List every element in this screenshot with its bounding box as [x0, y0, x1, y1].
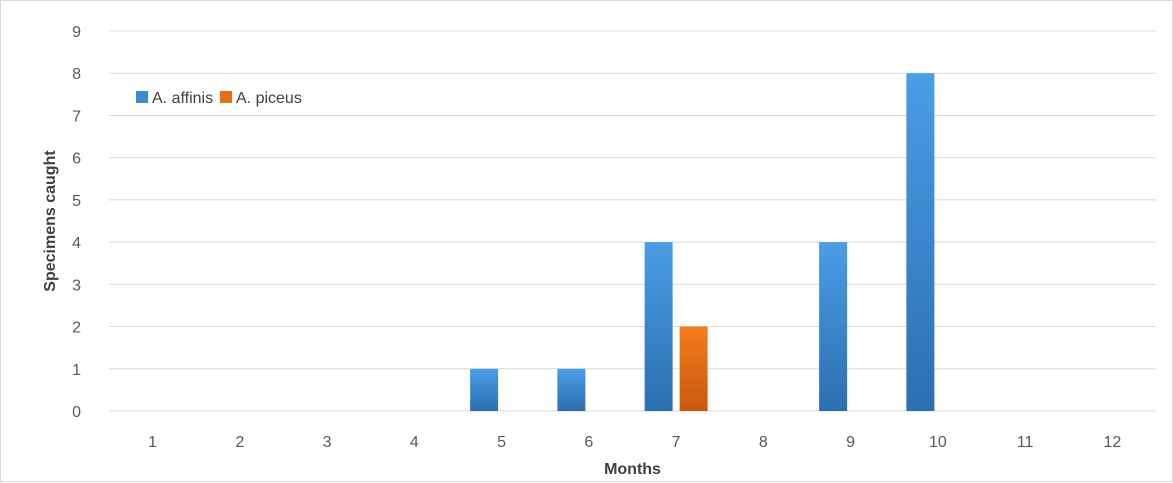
bar-a-affinis-month-6: [557, 368, 586, 411]
bar-a-affinis-month-5: [470, 368, 499, 411]
y-tick-label: 4: [72, 235, 81, 252]
y-tick-label: 8: [72, 66, 81, 83]
legend-swatch-a-piceus: [220, 91, 232, 103]
x-tick-label: 7: [672, 434, 681, 451]
x-tick-label: 12: [1103, 434, 1121, 451]
x-tick-label: 5: [497, 434, 506, 451]
legend-label-a-piceus: A. piceus: [236, 90, 302, 107]
legend: A. affinis A. piceus: [136, 90, 302, 107]
gridlines: [109, 30, 1156, 412]
bar-a-affinis-month-9: [819, 242, 848, 411]
x-axis-ticks: 1 2 3 4 5 6 7 8 9 10 11 12: [148, 434, 1121, 451]
bar-a-affinis-month-7: [644, 242, 673, 411]
y-tick-label: 7: [72, 108, 81, 125]
y-axis-title: Specimens caught: [42, 150, 59, 292]
bar-a-affinis-month-10: [906, 73, 935, 411]
x-tick-label: 8: [759, 434, 768, 451]
x-tick-label: 1: [148, 434, 157, 451]
x-tick-label: 6: [584, 434, 593, 451]
y-tick-label: 0: [72, 404, 81, 421]
y-tick-label: 6: [72, 151, 81, 168]
bar-a-piceus-month-7: [679, 326, 708, 411]
x-tick-label: 4: [410, 434, 419, 451]
x-tick-label: 11: [1017, 434, 1034, 451]
legend-label-a-affinis: A. affinis: [152, 90, 213, 107]
y-tick-label: 5: [72, 193, 81, 210]
y-tick-label: 9: [72, 24, 81, 41]
x-tick-label: 3: [323, 434, 332, 451]
legend-swatch-a-affinis: [136, 91, 148, 103]
x-tick-label: 9: [846, 434, 855, 451]
x-tick-label: 2: [235, 434, 244, 451]
y-tick-label: 1: [72, 362, 81, 379]
y-tick-label: 3: [72, 277, 81, 294]
x-axis-title: Months: [604, 461, 661, 478]
y-tick-label: 2: [72, 320, 81, 337]
x-tick-label: 10: [929, 434, 947, 451]
bars: [470, 73, 935, 411]
y-axis-ticks: 0 1 2 3 4 5 6 7 8 9: [72, 24, 81, 421]
